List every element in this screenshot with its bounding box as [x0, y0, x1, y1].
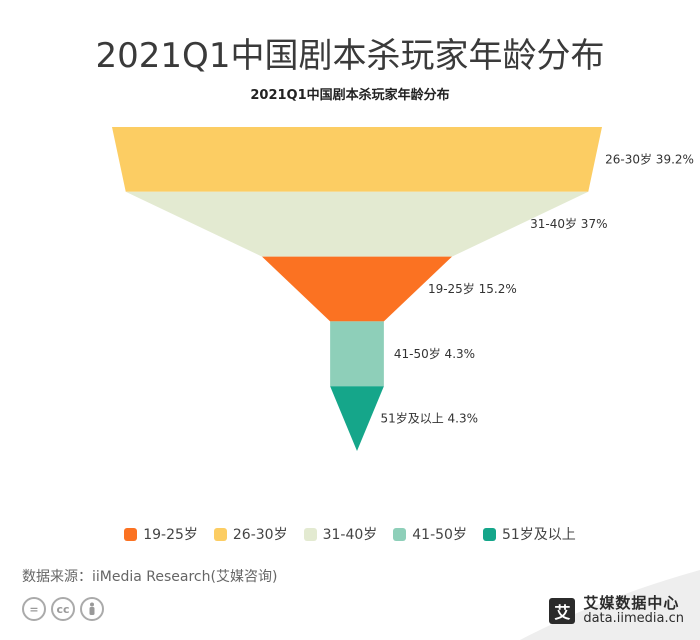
chart-legend: 19-25岁 26-30岁 31-40岁 41-50岁 51岁及以上	[0, 524, 700, 544]
legend-label: 31-40岁	[322, 527, 378, 543]
legend-label: 41-50岁	[412, 527, 467, 543]
funnel-segment-41-50	[330, 321, 384, 387]
page-title: 2021Q1中国剧本杀玩家年龄分布	[95, 36, 605, 76]
funnel-label-19-25: 19-25岁 15.2%	[428, 281, 517, 296]
funnel-segment-31-40	[125, 191, 589, 257]
funnel-segment-19-25	[262, 256, 452, 322]
brand-logo: 艾	[549, 597, 576, 624]
legend-label: 19-25岁	[143, 527, 198, 543]
cc-icon: cc	[51, 597, 75, 621]
funnel-label-31-40: 31-40岁 37%	[530, 216, 607, 231]
equal-icon: =	[22, 597, 46, 621]
person-icon	[80, 597, 104, 621]
legend-label: 51岁及以上	[501, 527, 576, 543]
legend-swatch	[482, 527, 496, 541]
funnel-label-41-50: 41-50岁 4.3%	[394, 346, 475, 361]
legend-item[interactable]: 19-25岁	[124, 524, 198, 544]
funnel-label-26-30: 26-30岁 39.2%	[605, 151, 694, 166]
brand-name: 艾媒数据中心	[583, 594, 680, 612]
funnel-label-51: 51岁及以上 4.3%	[380, 411, 478, 426]
brand-url: data.iimedia.cn	[583, 610, 684, 626]
funnel-segment-51	[330, 386, 384, 451]
legend-swatch	[124, 527, 138, 541]
data-source: 数据来源：iiMedia Research(艾媒咨询)	[22, 569, 278, 585]
legend-item[interactable]: 31-40岁	[303, 524, 378, 544]
legend-item[interactable]: 51岁及以上	[482, 524, 576, 544]
legend-swatch	[303, 527, 317, 541]
brand-logo-block: 艾 艾媒数据中心 data.iimedia.cn	[549, 594, 684, 626]
chart-title: 2021Q1中国剧本杀玩家年龄分布	[250, 88, 450, 103]
legend-swatch	[213, 527, 227, 541]
funnel-segment-26-30	[112, 127, 602, 192]
legend-swatch	[393, 527, 407, 541]
legend-item[interactable]: 26-30岁	[213, 524, 288, 544]
legend-item[interactable]: 41-50岁	[393, 524, 467, 544]
license-icons: = cc	[22, 597, 104, 621]
legend-label: 26-30岁	[232, 527, 288, 543]
